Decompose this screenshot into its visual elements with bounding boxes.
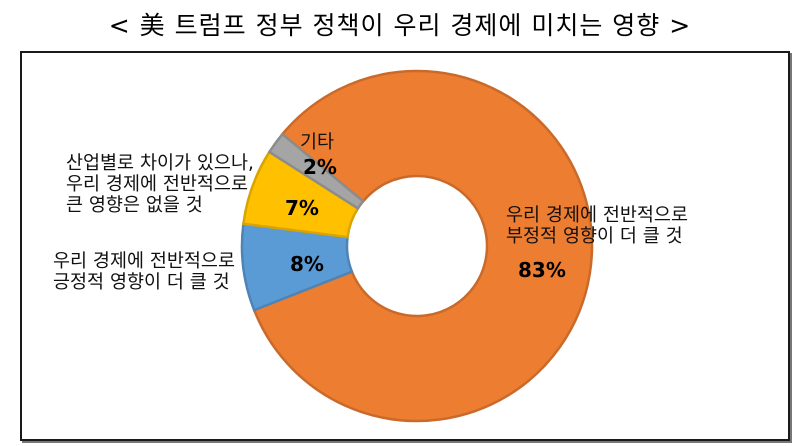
- pct-other: 2%: [303, 155, 337, 179]
- pct-negative: 83%: [518, 258, 566, 282]
- doughnut-slices: [240, 69, 594, 423]
- label-other: 기타: [300, 132, 335, 153]
- label-negative: 우리 경제에 전반적으로 부정적 영향이 더 클 것: [506, 205, 688, 247]
- label-positive: 우리 경제에 전반적으로 긍정적 영향이 더 클 것: [53, 251, 235, 293]
- pct-neutral: 7%: [285, 196, 319, 220]
- chart-title: < 美 트럼프 정부 정책이 우리 경제에 미치는 영향 >: [108, 11, 692, 40]
- slice-negative: [252, 69, 594, 423]
- pct-positive: 8%: [290, 252, 324, 276]
- slice-other: [267, 132, 365, 211]
- label-neutral: 산업별로 차이가 있으나, 우리 경제에 전반적으로 큰 영향은 없을 것: [66, 153, 254, 216]
